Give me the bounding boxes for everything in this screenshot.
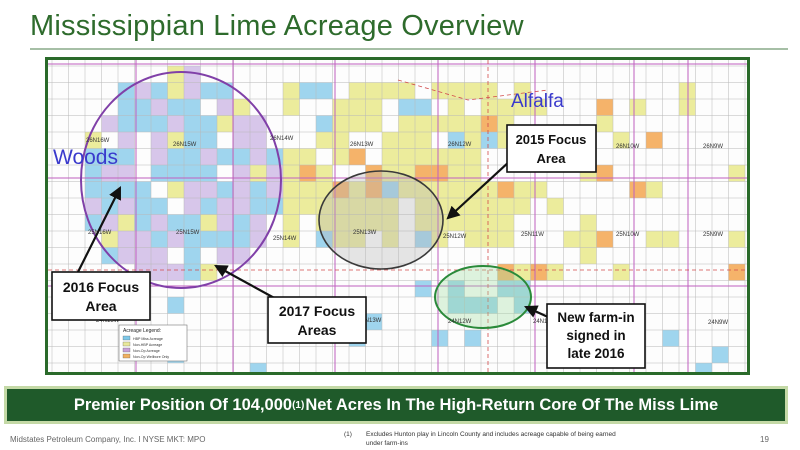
label-25n11w: 25N11W: [521, 232, 544, 238]
county-lines: [48, 60, 747, 372]
legend-item-label: Non-Op Acreage: [133, 349, 160, 353]
callout-farm-in-line2: signed in: [566, 328, 625, 343]
arrow-2017-left: [214, 264, 279, 301]
legend-item-label: Non-HBP Acreage: [133, 343, 162, 347]
callout-2017-line2: Areas: [298, 322, 337, 338]
focus-2016-circle: [80, 71, 282, 289]
callout-farm-in-line1: New farm-in: [557, 310, 634, 325]
callout-2016-line2: Area: [85, 298, 116, 314]
banner-superscript: (1): [292, 399, 305, 411]
legend-title: Acreage Legend:: [123, 328, 161, 334]
footnote-text: Excludes Hunton play in Lincoln County a…: [366, 431, 616, 447]
label-25n10w: 25N10W: [616, 232, 640, 238]
label-25n12w: 25N12W: [443, 234, 467, 240]
label-26n14w: 26N14W: [270, 136, 294, 142]
label-25n13w: 25N13W: [353, 230, 377, 236]
label-26n13w: 26N13W: [350, 142, 374, 148]
label-24n11w: 24N11W: [533, 319, 556, 325]
legend-item: Non-Op Acreage: [122, 347, 160, 353]
township-labels: 26N16W 26N15W 26N14W 26N13W 26N12W 26N10…: [86, 136, 728, 326]
legend-item: Non-HBP Acreage: [122, 341, 162, 347]
section-grid: [48, 60, 747, 372]
slide-title: Mississippian Lime Acreage Overview: [30, 10, 524, 42]
label-26n15w: 26N15W: [173, 142, 197, 148]
focus-2015-circle: [318, 170, 444, 270]
acreage-legend: Acreage Legend: HBP Miss Acreage Non-HBP …: [118, 324, 188, 362]
banner-text-after: Net Acres In The High-Return Core Of The…: [305, 395, 719, 414]
label-26n16w: 26N16W: [86, 138, 110, 144]
legend-item-label: HBP Miss Acreage: [133, 337, 163, 341]
callout-farm-in: New farm-in signed in late 2016: [546, 303, 646, 369]
acreage-map: 26N16W 26N15W 26N14W 26N13W 26N12W 26N10…: [45, 57, 750, 375]
arrow-farm-in: [523, 305, 549, 319]
banner-text-before: Premier Position Of 104,000: [73, 395, 293, 414]
county-label-woods: Woods: [53, 146, 118, 169]
callout-2017: 2017 Focus Areas: [267, 296, 367, 344]
callout-2016-line1: 2016 Focus: [63, 279, 139, 295]
legend-item-label: Non-Op Wellbore Only: [133, 355, 169, 359]
label-24n15w: 24N15W: [96, 318, 120, 324]
arrow-2015: [446, 159, 512, 220]
callout-2016: 2016 Focus Area: [51, 271, 151, 321]
key-message-banner: Premier Position Of 104,000 (1) Net Acres…: [4, 386, 788, 424]
label-25n16w: 25N16W: [88, 230, 112, 236]
footnote-number: (1): [344, 431, 352, 438]
label-26n12w: 26N12W: [448, 142, 472, 148]
footer-company: Midstates Petroleum Company, Inc. I NYSE…: [10, 435, 206, 444]
label-26n9w: 26N9W: [703, 144, 723, 150]
label-25n9w: 25N9W: [703, 232, 723, 238]
label-26n10w: 26N10W: [616, 144, 640, 150]
map-canvas: 26N16W 26N15W 26N14W 26N13W 26N12W 26N10…: [48, 60, 747, 372]
legend-item: HBP Miss Acreage: [122, 335, 163, 341]
title-divider: [30, 48, 788, 50]
label-24n9w: 24N9W: [708, 320, 728, 326]
label-25n14w: 25N14W: [273, 236, 297, 242]
callout-2017-line1: 2017 Focus: [279, 303, 355, 319]
farm-in-circle: [434, 265, 532, 329]
arrow-2016: [75, 186, 121, 277]
legend-item: Non-Op Wellbore Only: [122, 353, 169, 359]
county-label-alfalfa: Alfalfa: [511, 91, 564, 112]
callout-farm-in-line3: late 2016: [567, 346, 625, 361]
label-25n15w: 25N15W: [176, 230, 200, 236]
callout-2015-line1: 2015 Focus: [516, 132, 587, 147]
label-24n12w: 24N12W: [448, 319, 472, 325]
callout-2015-line2: Area: [537, 151, 567, 166]
footnote: (1) Excludes Hunton play in Lincoln Coun…: [344, 431, 628, 448]
callout-2015: 2015 Focus Area: [506, 124, 597, 173]
page-number: 19: [760, 435, 769, 444]
label-24n13w: 24N13W: [358, 318, 382, 324]
